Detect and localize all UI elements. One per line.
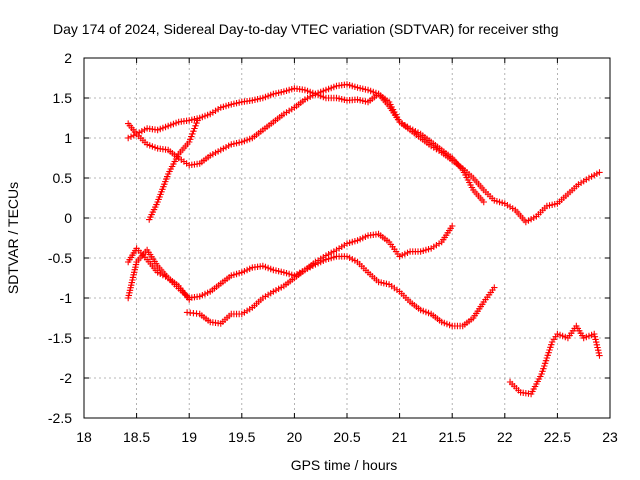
y-tick-label: -0.5	[48, 250, 72, 266]
data-point	[592, 336, 599, 343]
x-tick-label: 19	[181, 429, 197, 445]
y-tick-label: -1	[60, 290, 73, 306]
y-tick-label: 0.5	[53, 170, 73, 186]
x-tick-label: 22	[497, 429, 513, 445]
y-tick-label: -2.5	[48, 410, 72, 426]
data-point	[591, 333, 599, 340]
data-point	[124, 134, 132, 142]
series-satellite-f	[183, 253, 498, 330]
y-axis-label: SDTVAR / TECUs	[5, 182, 21, 294]
plot-frame	[83, 57, 611, 419]
x-tick-label: 18.5	[123, 429, 150, 445]
x-tick-label: 19.5	[228, 429, 255, 445]
data-point	[191, 125, 198, 132]
y-tick-label: 0	[64, 210, 72, 226]
data-point	[596, 169, 603, 176]
axis-ticks: 18 18.5 19 19.5 20 20.5 21 21.5 22 22.5 23-2.5-2-1…	[48, 50, 618, 445]
x-tick-label: 22.5	[544, 429, 571, 445]
data-point	[592, 338, 600, 346]
data-point	[480, 198, 487, 206]
grid	[84, 58, 610, 418]
data-point	[187, 136, 194, 143]
data-point	[594, 344, 601, 351]
x-tick-label: 23	[602, 429, 618, 445]
series-satellite-d	[124, 222, 456, 302]
data-point	[594, 347, 602, 354]
data-point	[186, 296, 193, 303]
data-point	[595, 349, 603, 357]
x-axis-label: GPS time / hours	[291, 457, 398, 473]
data-point	[491, 284, 498, 291]
data-point	[186, 138, 193, 146]
data-point	[190, 128, 197, 135]
data-point	[189, 130, 196, 138]
y-tick-label: -2	[60, 370, 73, 386]
data-point	[192, 122, 199, 129]
data-point	[194, 117, 201, 124]
chart-title: Day 174 of 2024, Sidereal Day-to-day VTE…	[53, 21, 559, 37]
data-point	[593, 341, 601, 348]
x-tick-label: 20.5	[333, 429, 360, 445]
y-tick-label: 1.5	[53, 90, 73, 106]
y-tick-label: -1.5	[48, 330, 72, 346]
y-tick-label: 1	[64, 130, 72, 146]
series-satellite-a	[124, 85, 603, 226]
data-point	[188, 133, 195, 140]
data-point	[596, 352, 603, 359]
x-tick-label: 21	[392, 429, 408, 445]
data-point	[449, 222, 456, 230]
data-point	[130, 132, 137, 139]
y-tick-label: 2	[64, 50, 72, 66]
data-series	[124, 81, 603, 398]
data-point	[127, 133, 135, 140]
x-tick-label: 18	[76, 429, 92, 445]
x-tick-label: 21.5	[439, 429, 466, 445]
x-tick-label: 20	[287, 429, 303, 445]
data-point	[591, 330, 598, 338]
series-satellite-b	[124, 81, 487, 206]
series-satellite-e	[124, 245, 193, 303]
series-satellite-g	[506, 322, 603, 398]
series-satellite-c	[146, 117, 201, 223]
data-point	[193, 119, 200, 127]
